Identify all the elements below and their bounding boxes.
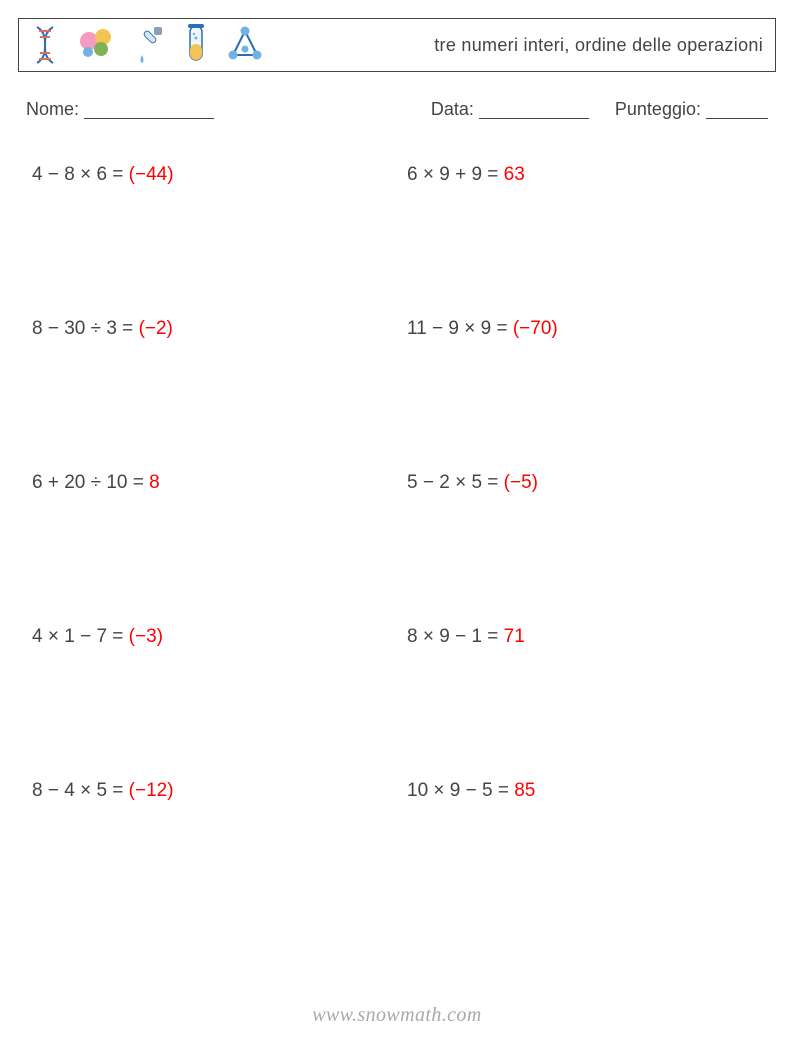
problem-expression: 8 × 9 − 1 =: [407, 626, 504, 647]
problem-expression: 4 − 8 × 6 =: [32, 164, 129, 185]
meta-row: Nome: Data: Punteggio:: [26, 96, 768, 120]
problem-item: 4 × 1 − 7 = (−3): [32, 626, 387, 648]
problem-expression: 4 × 1 − 7 =: [32, 626, 129, 647]
worksheet-page: tre numeri interi, ordine delle operazio…: [0, 0, 794, 802]
problem-item: 11 − 9 × 9 = (−70): [407, 318, 762, 340]
problem-answer: 8: [149, 472, 160, 493]
dna-icon: [31, 25, 59, 65]
score-label: Punteggio:: [615, 99, 701, 119]
score-blank: [706, 100, 768, 119]
header-icons: [31, 24, 263, 66]
problem-expression: 8 − 4 × 5 =: [32, 780, 129, 801]
problem-answer: (−3): [129, 626, 163, 647]
problem-item: 6 + 20 ÷ 10 = 8: [32, 472, 387, 494]
problem-answer: (−12): [129, 780, 174, 801]
molecule-icon: [227, 25, 263, 65]
problem-expression: 6 × 9 + 9 =: [407, 164, 504, 185]
problem-answer: 85: [514, 780, 535, 801]
problem-answer: (−70): [513, 318, 558, 339]
date-field: Data:: [431, 96, 589, 120]
dropper-icon: [135, 25, 165, 65]
date-blank: [479, 100, 589, 119]
date-label: Data:: [431, 99, 474, 119]
problem-item: 4 − 8 × 6 = (−44): [32, 164, 387, 186]
name-field: Nome:: [26, 96, 214, 120]
footer-url: www.snowmath.com: [0, 1004, 794, 1027]
name-blank: [84, 100, 214, 119]
test-tube-icon: [185, 24, 207, 66]
worksheet-title: tre numeri interi, ordine delle operazio…: [434, 35, 763, 56]
header-bar: tre numeri interi, ordine delle operazio…: [18, 18, 776, 72]
problem-item: 8 − 4 × 5 = (−12): [32, 780, 387, 802]
problem-answer: 63: [504, 164, 525, 185]
problem-answer: (−5): [504, 472, 538, 493]
problems-grid: 4 − 8 × 6 = (−44) 6 × 9 + 9 = 63 8 − 30 …: [18, 164, 776, 802]
problem-item: 8 × 9 − 1 = 71: [407, 626, 762, 648]
problem-answer: (−2): [139, 318, 173, 339]
problem-expression: 10 × 9 − 5 =: [407, 780, 514, 801]
problem-answer: 71: [504, 626, 525, 647]
problem-expression: 6 + 20 ÷ 10 =: [32, 472, 149, 493]
problem-answer: (−44): [129, 164, 174, 185]
problem-expression: 8 − 30 ÷ 3 =: [32, 318, 139, 339]
problem-expression: 5 − 2 × 5 =: [407, 472, 504, 493]
score-field: Punteggio:: [615, 96, 768, 120]
balloons-icon: [79, 25, 115, 65]
problem-expression: 11 − 9 × 9 =: [407, 318, 513, 339]
problem-item: 10 × 9 − 5 = 85: [407, 780, 762, 802]
problem-item: 6 × 9 + 9 = 63: [407, 164, 762, 186]
problem-item: 5 − 2 × 5 = (−5): [407, 472, 762, 494]
problem-item: 8 − 30 ÷ 3 = (−2): [32, 318, 387, 340]
name-label: Nome:: [26, 99, 79, 119]
